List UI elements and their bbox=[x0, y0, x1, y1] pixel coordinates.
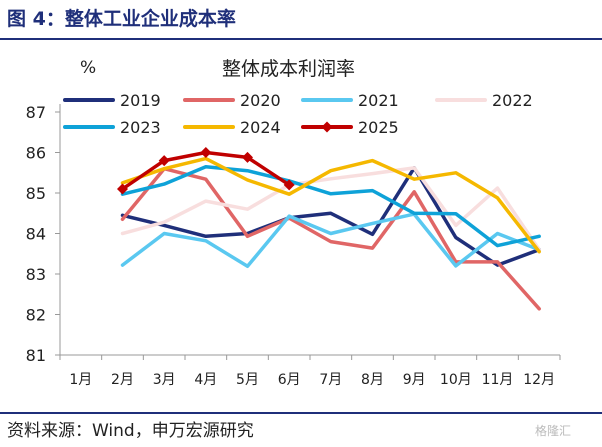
x-tick-label: 11月 bbox=[482, 372, 514, 388]
data-point-2025 bbox=[117, 183, 128, 195]
x-tick-label: 9月 bbox=[403, 372, 426, 388]
series-line-2022 bbox=[120, 166, 541, 252]
series-line-2021 bbox=[120, 212, 541, 269]
legend-marker-2025 bbox=[321, 121, 333, 133]
y-tick-label: 83 bbox=[26, 265, 46, 284]
source-note: 资料来源：Wind，申万宏源研究 bbox=[7, 421, 254, 441]
header-divider bbox=[0, 38, 602, 40]
y-tick-label: 82 bbox=[26, 306, 46, 325]
data-point-2025 bbox=[158, 155, 170, 167]
legend-label-2024: 2024 bbox=[240, 118, 281, 137]
data-point-2025 bbox=[242, 151, 253, 163]
legend-label-2022: 2022 bbox=[492, 91, 533, 110]
legend-label-2023: 2023 bbox=[120, 118, 161, 137]
x-tick-label: 3月 bbox=[153, 372, 176, 388]
series-line-2024 bbox=[120, 156, 541, 254]
x-tick-label: 1月 bbox=[69, 372, 92, 388]
y-tick-label: 87 bbox=[26, 103, 46, 122]
x-tick-label: 2月 bbox=[111, 372, 134, 388]
x-tick-label: 5月 bbox=[236, 372, 259, 388]
data-point-2025 bbox=[200, 147, 212, 158]
x-tick-label: 4月 bbox=[194, 372, 217, 388]
series-line-2023 bbox=[120, 164, 541, 248]
figure-title: 图 4：整体工业企业成本率 bbox=[7, 8, 236, 30]
data-point-2025 bbox=[283, 179, 295, 191]
y-tick-label: 84 bbox=[26, 225, 46, 244]
legend-label-2021: 2021 bbox=[358, 91, 399, 110]
y-tick-label: 85 bbox=[26, 184, 46, 203]
x-tick-label: 10月 bbox=[440, 372, 472, 388]
series-line-2020 bbox=[120, 166, 541, 311]
y-axis-unit: % bbox=[80, 58, 97, 78]
series-line-2019 bbox=[120, 166, 541, 267]
y-tick-label: 86 bbox=[26, 144, 46, 163]
footer-divider bbox=[0, 412, 602, 414]
x-tick-label: 8月 bbox=[361, 372, 384, 388]
x-tick-label: 12月 bbox=[523, 372, 555, 388]
watermark-text: 格隆汇 bbox=[535, 424, 572, 438]
chart-title: 整体成本利润率 bbox=[222, 58, 356, 80]
figure-header: 图 4：整体工业企业成本率 bbox=[0, 0, 602, 38]
legend-label-2020: 2020 bbox=[240, 91, 281, 110]
x-tick-label: 6月 bbox=[278, 372, 301, 388]
legend-label-2019: 2019 bbox=[120, 91, 161, 110]
x-tick-label: 7月 bbox=[319, 372, 342, 388]
legend-label-2025: 2025 bbox=[358, 118, 399, 137]
y-tick-label: 81 bbox=[26, 346, 46, 365]
